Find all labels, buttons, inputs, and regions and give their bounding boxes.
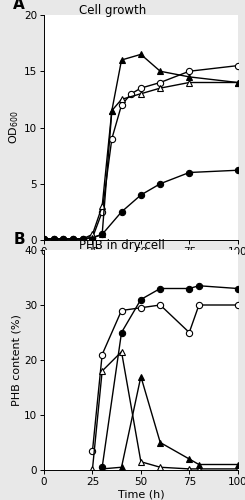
Text: B: B (13, 232, 25, 248)
Text: A: A (13, 0, 25, 12)
Y-axis label: OD$_{600}$: OD$_{600}$ (7, 110, 21, 144)
Text: PHB in dry cell: PHB in dry cell (79, 239, 165, 252)
X-axis label: Time (h): Time (h) (118, 260, 164, 270)
Text: Cell growth: Cell growth (79, 4, 146, 16)
X-axis label: Time (h): Time (h) (118, 490, 164, 500)
Y-axis label: PHB content (%): PHB content (%) (11, 314, 21, 406)
